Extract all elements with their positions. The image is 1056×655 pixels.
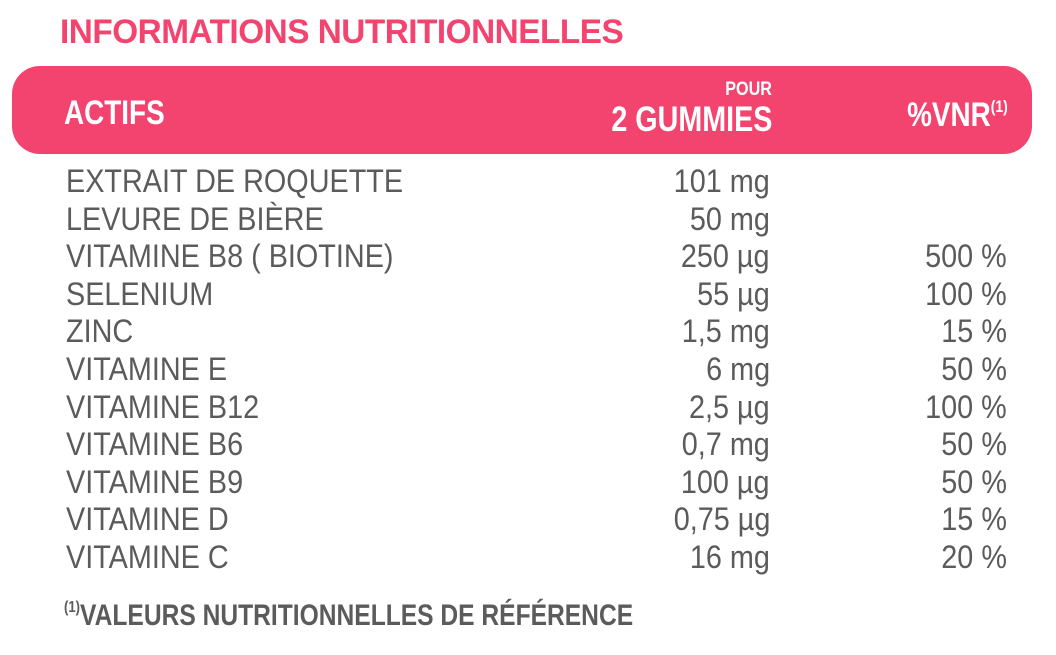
nutrient-vnr: 50 % [941, 350, 1007, 387]
nutrient-vnr: 100 % [925, 388, 1007, 425]
table-row: SELENIUM 55 µg 100 % [0, 276, 1056, 314]
table-row: ZINC 1,5 mg 15 % [0, 313, 1056, 351]
nutrient-name: VITAMINE E [66, 350, 228, 387]
column-header-gummies: 2 GUMMIES [610, 100, 772, 139]
nutrient-quantity: 101 mg [673, 163, 770, 199]
column-header-pour: POUR [725, 79, 772, 100]
table-header: ACTIFS POUR 2 GUMMIES %VNR(1) [12, 66, 1032, 154]
nutrient-name: LEVURE DE BIÈRE [66, 200, 324, 237]
vnr-note-mark: (1) [990, 97, 1008, 116]
column-header-actifs: ACTIFS [64, 94, 165, 132]
nutrition-table-body: EXTRAIT DE ROQUETTE 101 mg LEVURE DE BIÈRE… [0, 163, 1056, 577]
table-row: VITAMINE B12 2,5 µg 100 % [0, 389, 1056, 427]
nutrient-name: ZINC [66, 313, 134, 350]
nutrient-name: VITAMINE D [66, 501, 229, 538]
nutrient-name: VITAMINE B8 ( BIOTINE) [66, 238, 394, 275]
nutrient-vnr: 50 % [941, 426, 1007, 463]
table-row: VITAMINE D 0,75 µg 15 % [0, 501, 1056, 539]
nutrient-name: VITAMINE B9 [66, 463, 244, 500]
table-row: VITAMINE C 16 mg 20 % [0, 539, 1056, 577]
nutrient-vnr: 100 % [925, 275, 1007, 312]
footnote-text: VALEURS NUTRITIONNELLES DE RÉFÉRENCE [80, 599, 634, 632]
table-row: EXTRAIT DE ROQUETTE 101 mg [0, 163, 1056, 201]
table-row: VITAMINE E 6 mg 50 % [0, 351, 1056, 389]
vnr-label: %VNR [907, 96, 991, 134]
nutrient-vnr: 15 % [941, 501, 1007, 538]
nutrient-name: SELENIUM [66, 275, 214, 312]
nutrient-vnr: 50 % [941, 463, 1007, 500]
nutrient-name: VITAMINE B12 [66, 388, 260, 425]
table-row: VITAMINE B8 ( BIOTINE) 250 µg 500 % [0, 238, 1056, 276]
nutrient-quantity: 16 mg [689, 538, 770, 575]
nutrient-quantity: 6 mg [705, 350, 770, 387]
nutrient-name: EXTRAIT DE ROQUETTE [66, 163, 404, 199]
table-row: LEVURE DE BIÈRE 50 mg [0, 201, 1056, 239]
nutrient-quantity: 250 µg [681, 238, 770, 275]
nutrient-quantity: 100 µg [681, 463, 770, 500]
nutrient-quantity: 2,5 µg [689, 388, 770, 425]
nutrient-quantity: 55 µg [697, 275, 770, 312]
footnote: (1)VALEURS NUTRITIONNELLES DE RÉFÉRENCE [64, 594, 633, 638]
nutrient-quantity: 0,75 µg [673, 501, 770, 538]
footnote-mark: (1) [64, 599, 81, 616]
table-row: VITAMINE B9 100 µg 50 % [0, 464, 1056, 502]
table-row: VITAMINE B6 0,7 mg 50 % [0, 426, 1056, 464]
nutrient-quantity: 50 mg [689, 200, 770, 237]
nutrient-vnr: 500 % [925, 238, 1007, 275]
nutrient-name: VITAMINE B6 [66, 426, 244, 463]
nutrient-vnr: 20 % [941, 538, 1007, 575]
nutrient-quantity: 1,5 mg [681, 313, 770, 350]
page-title: INFORMATIONS NUTRITIONNELLES [60, 13, 624, 51]
nutrient-quantity: 0,7 mg [681, 426, 770, 463]
column-header-vnr: %VNR(1) [907, 95, 1008, 135]
nutrient-name: VITAMINE C [66, 538, 229, 575]
nutrient-vnr: 15 % [941, 313, 1007, 350]
